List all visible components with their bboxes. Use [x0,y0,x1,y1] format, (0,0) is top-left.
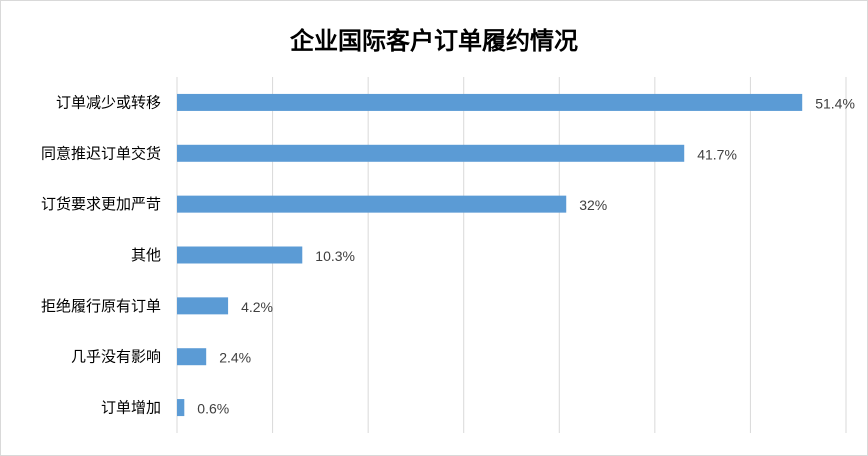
chart-title: 企业国际客户订单履约情况 [290,27,578,55]
category-label: 几乎没有影响 [71,348,161,366]
bar [177,399,185,417]
bar [177,246,303,264]
category-label: 订货要求更加严苛 [41,195,161,213]
category-label: 拒绝履行原有订单 [41,297,161,315]
bars [177,93,803,417]
category-label: 订单增加 [101,399,161,417]
gridlines [176,77,847,433]
bar [177,144,685,162]
data-label: 51.4% [815,95,855,111]
category-label: 其他 [131,246,161,264]
data-label: 32% [579,197,607,213]
data-label: 10.3% [315,248,355,264]
data-label: 2.4% [219,350,251,366]
bar [177,93,803,111]
bar [177,195,567,213]
data-label: 0.6% [197,401,229,417]
category-label: 订单减少或转移 [56,93,161,111]
data-label: 41.7% [697,146,737,162]
bar [177,297,229,315]
bar [177,348,207,366]
data-labels: 51.4% 41.7% 32% 10.3% 4.2% 2.4% 0.6% [197,95,855,416]
category-label: 同意推迟订单交货 [41,144,161,162]
category-labels: 订单减少或转移同意推迟订单交货订货要求更加严苛其他拒绝履行原有订单几乎没有影响订… [41,93,161,416]
data-label: 4.2% [241,299,273,315]
